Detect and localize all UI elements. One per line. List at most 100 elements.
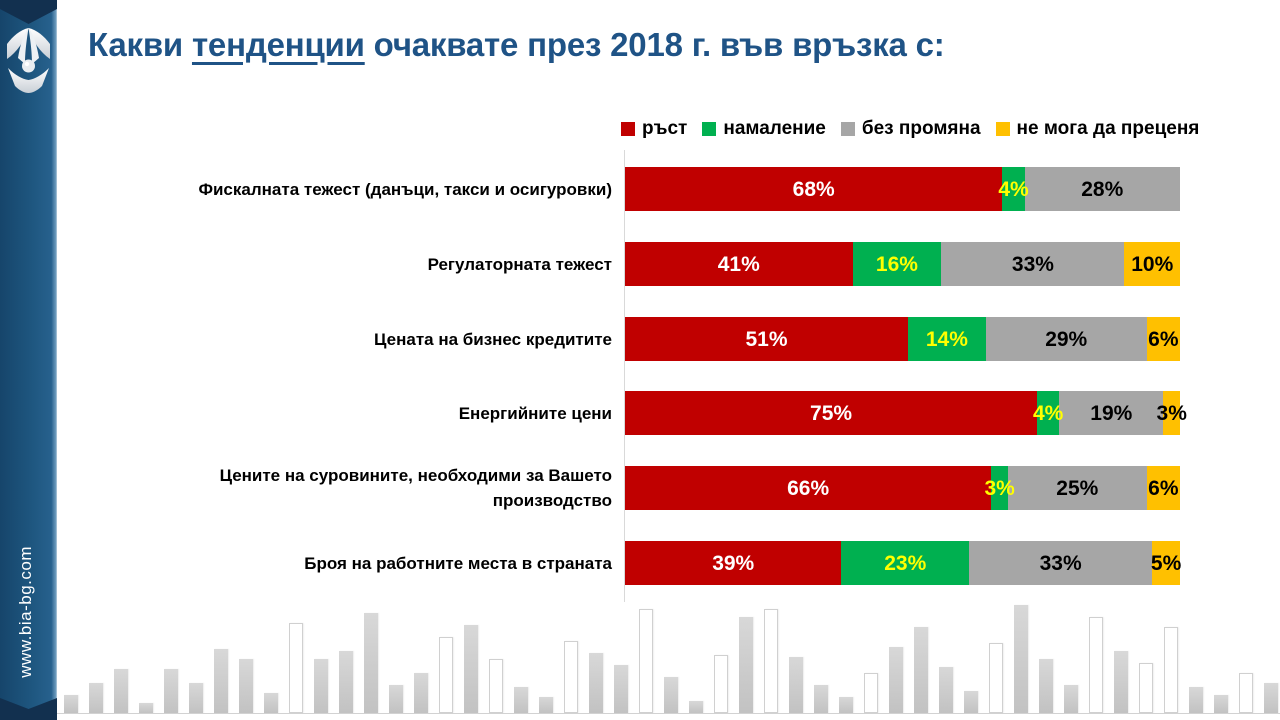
sidebar: www.bia-bg.com [0, 0, 57, 720]
skyline-bar [1264, 683, 1278, 713]
skyline-bar [1139, 663, 1153, 713]
bar-segment-намаление: 4% [998, 167, 1029, 211]
skyline-bar [64, 695, 78, 713]
bar-row: 39% 23% 33% 5% [625, 541, 1182, 585]
title-suffix: очаквате през 2018 г. във връзка с: [364, 26, 945, 63]
skyline-bar [664, 677, 678, 713]
skyline-bar [464, 625, 478, 713]
legend-item: ръст [621, 118, 687, 140]
skyline-bar [164, 669, 178, 713]
bar-segment-намаление: 16% [852, 242, 942, 286]
skyline-bar [614, 665, 628, 713]
legend-label: не мога да преценя [1016, 118, 1200, 139]
axis-line [624, 150, 625, 602]
segment-value-label: 19% [1090, 401, 1133, 425]
segment-value-label: 6% [1148, 476, 1179, 500]
bar-row: 68% 4% 28% [625, 167, 1180, 211]
bar-segment-не-мога-да-преценя: 3% [1157, 391, 1187, 435]
bar-segment-не-мога-да-преценя: 5% [1150, 541, 1182, 585]
skyline-bar [839, 697, 853, 713]
skyline-bar [89, 683, 103, 713]
bar-segment-без-промяна: 28% [1024, 167, 1180, 211]
skyline-bar [1114, 651, 1128, 713]
skyline-bar [139, 703, 153, 713]
title-underlined-word: тенденции [191, 26, 365, 63]
skyline-bar [1189, 687, 1203, 713]
legend-swatch [621, 122, 635, 136]
bar-row: 41% 16% 33% 10% [625, 242, 1180, 286]
segment-value-label: 23% [884, 551, 927, 575]
bar-row: 66% 3% 25% 6% [625, 466, 1180, 510]
category-label-text: Фискалната тежест (данъци, такси и осигу… [198, 179, 612, 199]
skyline-bar [1239, 673, 1253, 713]
skyline-bar [1089, 617, 1103, 713]
segment-value-label: 6% [1148, 327, 1179, 351]
skyline-bar [264, 693, 278, 713]
bar-segment-не-мога-да-преценя: 6% [1146, 466, 1180, 510]
category-label-text: Регулаторната тежест [427, 254, 612, 274]
bar-segment-ръст: 39% [625, 541, 842, 585]
bia-logo [7, 28, 50, 93]
category-label-text: Цената на бизнес кредитите [374, 329, 612, 349]
bar-segment-ръст: 66% [625, 466, 992, 510]
skyline-bar [389, 685, 403, 713]
legend: ръст намаление без промяна не мога да преце… [621, 116, 1199, 142]
segment-value-label: 39% [712, 551, 755, 575]
segment-value-label: 28% [1081, 177, 1124, 201]
legend-label: намаление [723, 118, 826, 139]
skyline-bar [889, 647, 903, 713]
skyline-bar [439, 637, 453, 713]
category-label-text: Броя на работните места в страната [304, 553, 612, 573]
segment-value-label: 41% [717, 252, 760, 276]
skyline-bar [1214, 695, 1228, 713]
bar-segment-намаление: 3% [984, 466, 1015, 510]
bar-segment-без-промяна: 33% [941, 242, 1125, 286]
segment-value-label: 10% [1131, 252, 1174, 276]
segment-value-label: 68% [792, 177, 835, 201]
segment-value-label: 51% [745, 327, 788, 351]
skyline-bar [789, 657, 803, 713]
skyline-bar [414, 673, 428, 713]
category-label: Фискалната тежест (данъци, такси и осигу… [63, 167, 612, 211]
legend-item: без промяна [840, 118, 981, 140]
skyline-bar [964, 691, 978, 713]
skyline-bar [564, 641, 578, 713]
skyline-bar [314, 659, 328, 713]
skyline-bar [189, 683, 203, 713]
category-label-text: Енергийните цени [458, 403, 612, 423]
bar-row: 75% 4% 19% 3% [625, 391, 1187, 435]
segment-value-label: 5% [1150, 551, 1182, 575]
legend-item: намаление [702, 118, 826, 140]
bar-segment-ръст: 41% [625, 242, 853, 286]
legend-swatch [840, 122, 855, 136]
legend-label: без промяна [861, 118, 981, 139]
skyline-bar [489, 659, 503, 713]
legend-item: не мога да преценя [995, 118, 1200, 140]
category-label: Регулаторната тежест [63, 242, 612, 286]
bar-row: 51% 14% 29% 6% [625, 317, 1180, 361]
legend-swatch [702, 122, 717, 136]
category-label: Цената на бизнес кредитите [63, 317, 612, 361]
bar-segment-ръст: 75% [625, 391, 1038, 435]
segment-value-label: 29% [1045, 327, 1088, 351]
skyline-bar [239, 659, 253, 713]
skyline-bar [939, 667, 953, 713]
skyline-bar [764, 609, 778, 713]
bar-segment-без-промяна: 29% [985, 317, 1147, 361]
skyline-bar [689, 701, 703, 713]
skyline-bar [739, 617, 753, 713]
legend-label: ръст [642, 118, 688, 139]
bar-segment-намаление: 4% [1033, 391, 1063, 435]
skyline-bar [114, 669, 128, 713]
skyline-bar [989, 643, 1003, 713]
skyline-bar [289, 623, 303, 713]
segment-value-label: 3% [984, 476, 1015, 500]
bar-segment-намаление: 14% [908, 317, 986, 361]
skyline-bar [514, 687, 528, 713]
title-prefix: Какви [88, 26, 192, 63]
skyline [64, 601, 1280, 713]
skyline-bar [864, 673, 878, 713]
category-label-text: Цените на суровините, необходими за Ваше… [219, 466, 612, 510]
skyline-bar [639, 609, 653, 713]
